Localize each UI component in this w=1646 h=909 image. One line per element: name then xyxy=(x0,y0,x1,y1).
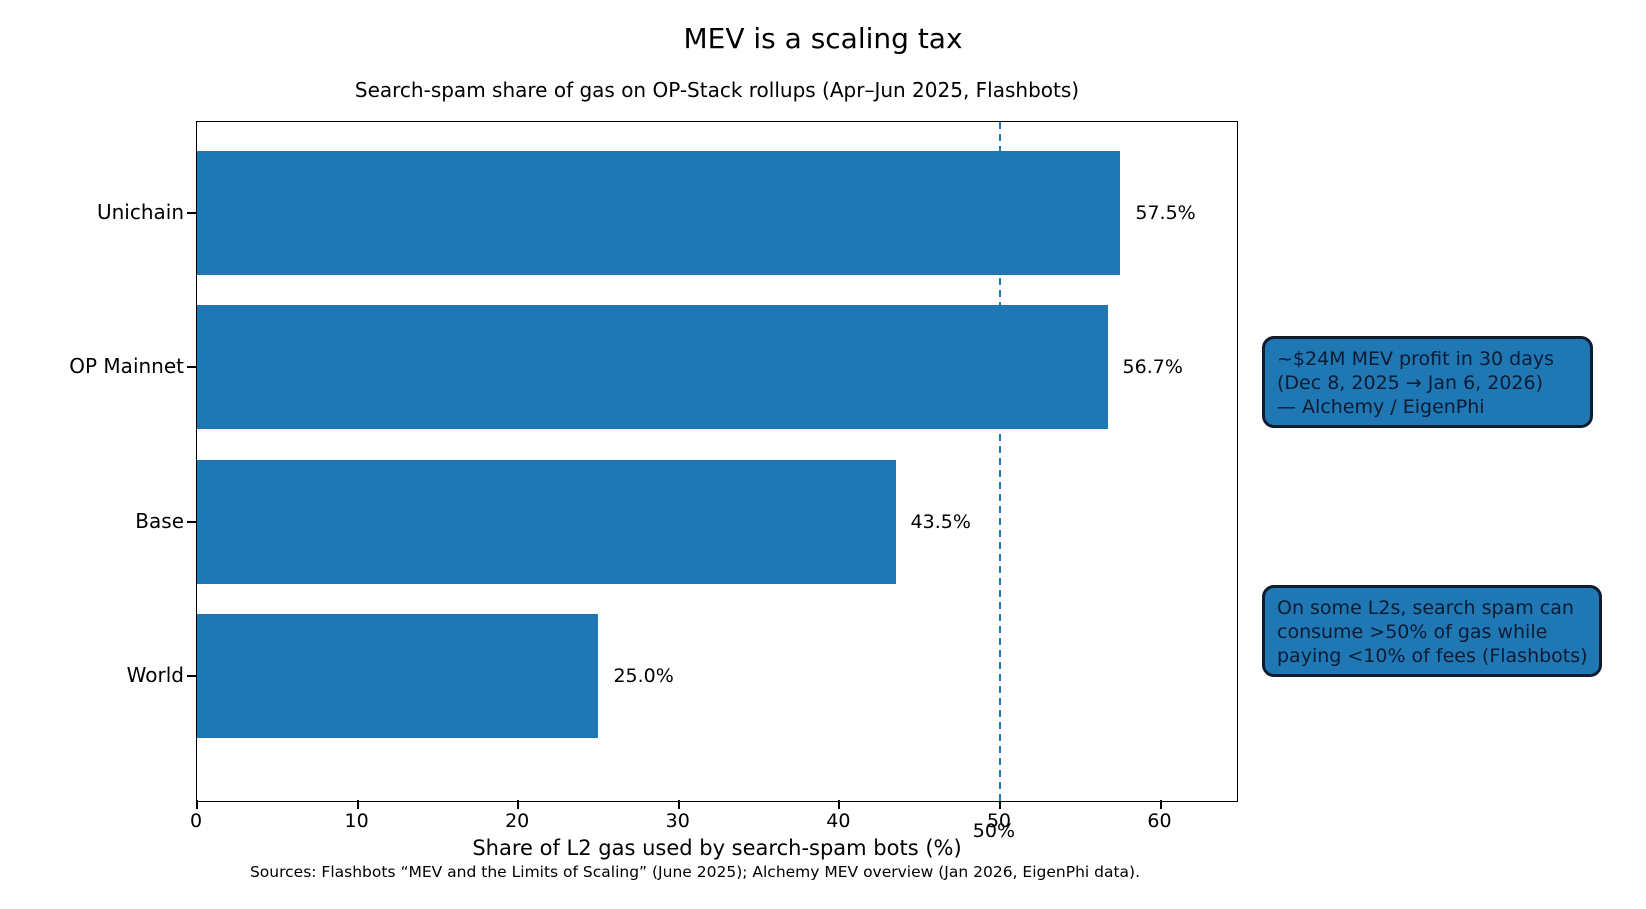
bar-value-label: 43.5% xyxy=(910,510,971,533)
chart-subtitle: Search-spam share of gas on OP-Stack rol… xyxy=(354,78,1080,102)
bar-base xyxy=(197,459,896,584)
y-tick-label: World xyxy=(126,663,184,688)
x-tick-mark xyxy=(196,800,198,809)
y-tick-label: Base xyxy=(135,508,184,533)
x-tick-label: 40 xyxy=(826,810,851,832)
x-tick-mark xyxy=(838,800,841,809)
x-tick-label: 60 xyxy=(1147,810,1172,832)
source-note: Sources: Flashbots “MEV and the Limits o… xyxy=(249,863,1141,881)
y-tick-mark xyxy=(187,212,197,214)
bar-unichain xyxy=(197,151,1121,275)
bar-value-label: 25.0% xyxy=(613,665,674,688)
x-tick-mark xyxy=(677,800,680,809)
y-tick-label: Unichain xyxy=(96,200,184,224)
chart-title: MEV is a scaling tax xyxy=(683,22,963,55)
annotation-line: — Alchemy / EigenPhi xyxy=(1277,395,1485,418)
annotation-line: On some L2s, search spam can xyxy=(1277,597,1574,619)
annotation-line: ~$24M MEV profit in 30 days xyxy=(1277,348,1555,370)
y-tick-mark xyxy=(187,675,197,678)
bar-op-mainnet xyxy=(197,305,1108,430)
x-tick-label: 10 xyxy=(344,810,369,832)
annotation-line: consume >50% of gas while xyxy=(1277,620,1548,643)
x-tick-mark xyxy=(998,800,1001,809)
reference-line-50pct xyxy=(998,122,1002,801)
bar-value-label: 57.5% xyxy=(1135,202,1196,224)
y-axis-labels: Unichain OP Mainnet Base World xyxy=(0,121,184,802)
x-tick-label: 50 xyxy=(986,810,1012,832)
y-tick-label: OP Mainnet xyxy=(69,354,184,379)
bar-value-label: 56.7% xyxy=(1122,356,1183,379)
x-tick-label: 0 xyxy=(189,810,203,832)
x-axis-label: Share of L2 gas used by search-spam bots… xyxy=(472,836,962,860)
x-tick-label: 30 xyxy=(665,810,690,832)
y-tick-mark xyxy=(187,366,197,369)
y-tick-mark xyxy=(187,520,197,523)
annotation-mev-profit: ~$24M MEV profit in 30 days (Dec 8, 2025 … xyxy=(1262,336,1593,428)
x-tick-label: 20 xyxy=(505,810,530,832)
annotation-line: (Dec 8, 2025 → Jan 6, 2026) xyxy=(1277,371,1543,394)
x-tick-mark xyxy=(356,800,359,809)
bar-world xyxy=(197,614,599,739)
annotation-line: paying <10% of fees (Flashbots) xyxy=(1277,644,1588,667)
reference-line-label: 50% xyxy=(972,820,1016,842)
x-tick-mark xyxy=(1159,800,1162,809)
annotation-spam-gas-share: On some L2s, search spam can consume >50%… xyxy=(1262,585,1602,677)
x-tick-mark xyxy=(517,800,520,809)
x-axis-tick-labels: 0 10 20 30 40 50 60 xyxy=(190,810,1238,836)
plot-area: 57.5% 56.7% 43.5% 25.0% xyxy=(187,121,1238,809)
